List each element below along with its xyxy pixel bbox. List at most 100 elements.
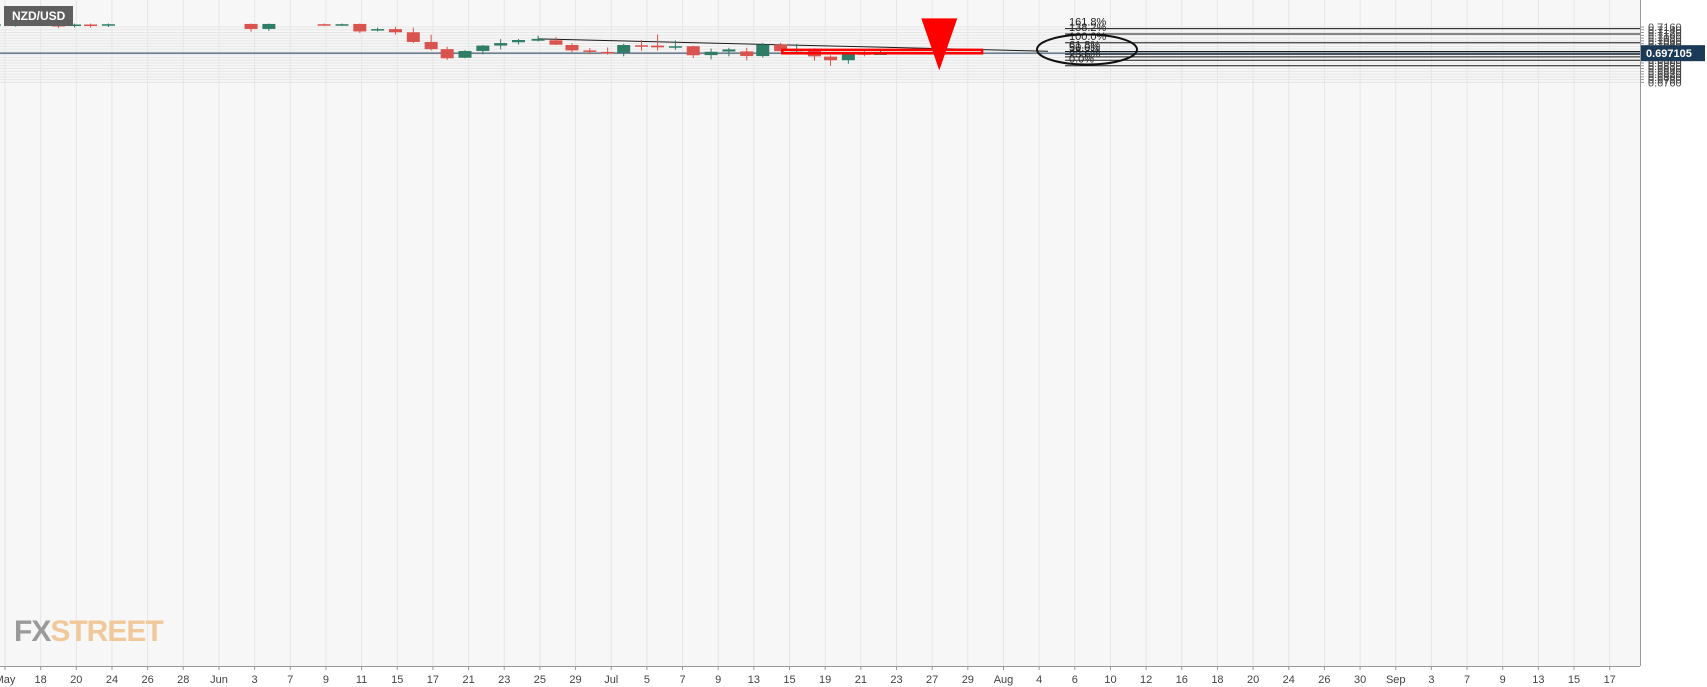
candle-body	[635, 45, 649, 47]
x-tick-label: 15	[783, 674, 795, 686]
bearish-candle	[424, 34, 438, 51]
fib-level-label: 0.0%	[1069, 54, 1094, 66]
x-tick-label: 17	[1604, 674, 1616, 686]
down-arrow-head	[921, 18, 958, 71]
bullish-candle	[101, 23, 115, 27]
bullish-candle	[476, 45, 490, 55]
x-tick-label: 17	[427, 674, 439, 686]
candle-body	[317, 24, 331, 26]
bullish-candle	[68, 23, 82, 28]
x-tick-label: 28	[177, 674, 189, 686]
x-tick-label: 26	[142, 674, 154, 686]
logo-fx: FX	[14, 615, 51, 648]
y-tick-label: 0.6820	[1648, 69, 1682, 81]
y-tick-label: 0.7060	[1648, 36, 1682, 48]
x-tick-label: 23	[498, 674, 510, 686]
y-tick-label: 0.7080	[1648, 33, 1682, 45]
x-tick-label: 21	[462, 674, 474, 686]
fib-level-label: 23.6%	[1069, 48, 1100, 60]
bullish-candle	[617, 43, 631, 57]
x-tick-label: 15	[391, 674, 403, 686]
resistance-zone-box	[781, 48, 984, 55]
candle-body	[740, 51, 754, 57]
x-tick-label: 3	[252, 674, 258, 686]
candle-body	[617, 45, 631, 53]
x-tick-label: Jul	[604, 674, 618, 686]
x-tick-label: 3	[1428, 674, 1434, 686]
y-tick-label: 0.6880	[1648, 61, 1682, 73]
x-tick-label: 7	[287, 674, 293, 686]
x-tick-label: 26	[1318, 674, 1330, 686]
grid-layer	[0, 0, 1640, 666]
x-tick-label: 15	[1568, 674, 1580, 686]
annotations-layer	[781, 18, 1138, 71]
bearish-candle	[565, 43, 579, 53]
bullish-candle	[512, 38, 526, 45]
bearish-candle	[317, 23, 331, 26]
candle-body	[262, 23, 276, 29]
candle-body	[244, 23, 258, 29]
candle-body	[406, 32, 420, 42]
candle-body	[668, 46, 682, 48]
bearish-candle	[651, 34, 665, 51]
x-tick-label: 23	[890, 674, 902, 686]
x-tick-label: 5	[644, 674, 650, 686]
fib-level-label: 50.0%	[1069, 42, 1100, 54]
x-tick-label: 24	[1283, 674, 1295, 686]
candle-body	[458, 50, 472, 58]
x-tick-label: Aug	[994, 674, 1014, 686]
candle-body	[549, 40, 563, 45]
bullish-candle	[262, 23, 276, 31]
x-tick-label: 9	[715, 674, 721, 686]
candle-body	[686, 46, 700, 56]
candle-body	[84, 24, 98, 27]
bullish-candle	[531, 35, 545, 42]
current-price-label: 0.697105	[1646, 48, 1692, 60]
x-tick-label: Jun	[210, 674, 228, 686]
candle-body	[388, 29, 402, 33]
candle-body	[841, 53, 855, 61]
x-tick-label: 24	[106, 674, 118, 686]
x-tick-label: 29	[962, 674, 974, 686]
x-tick-label: 20	[1247, 674, 1259, 686]
plot-background	[0, 0, 1640, 666]
x-tick-label: 9	[1500, 674, 1506, 686]
x-tick-label: 21	[855, 674, 867, 686]
x-tick-label: 11	[356, 674, 367, 686]
bearish-candle	[824, 55, 838, 66]
bullish-candle	[0, 24, 1, 26]
bearish-candle	[440, 46, 454, 60]
y-tick-label: 0.6840	[1648, 66, 1682, 78]
candle-body	[0, 24, 1, 26]
bullish-candle	[458, 50, 472, 59]
x-tick-label: 29	[569, 674, 581, 686]
x-tick-label: 18	[1211, 674, 1223, 686]
bullish-candle	[494, 39, 508, 50]
x-tick-label: 18	[35, 674, 47, 686]
candle-body	[722, 49, 736, 52]
bearish-candle	[740, 47, 754, 61]
fib-circle-highlight	[1036, 33, 1138, 66]
y-tick-label: 0.6800	[1648, 72, 1682, 84]
x-tick-label: 7	[679, 674, 685, 686]
symbol-label: NZD/USD	[4, 6, 74, 26]
x-tick-label: 19	[819, 674, 831, 686]
x-tick-label: 13	[748, 674, 760, 686]
x-tick-label: 4	[1036, 674, 1042, 686]
bearish-candle	[353, 23, 367, 34]
bearish-candle	[406, 27, 420, 43]
candle-body	[101, 24, 115, 26]
candle-body	[512, 40, 526, 43]
y-tick-label: 0.6760	[1648, 77, 1682, 89]
y-tick-label: 0.7100	[1648, 30, 1682, 42]
y-tick-label: 0.7140	[1648, 25, 1682, 37]
candle-body	[756, 44, 770, 57]
bearish-candle	[686, 45, 700, 59]
candle-body	[565, 45, 579, 51]
candle-body	[476, 45, 490, 51]
current-price-tag	[1641, 45, 1705, 62]
bullish-candle	[756, 42, 770, 58]
candle-body	[583, 50, 597, 52]
